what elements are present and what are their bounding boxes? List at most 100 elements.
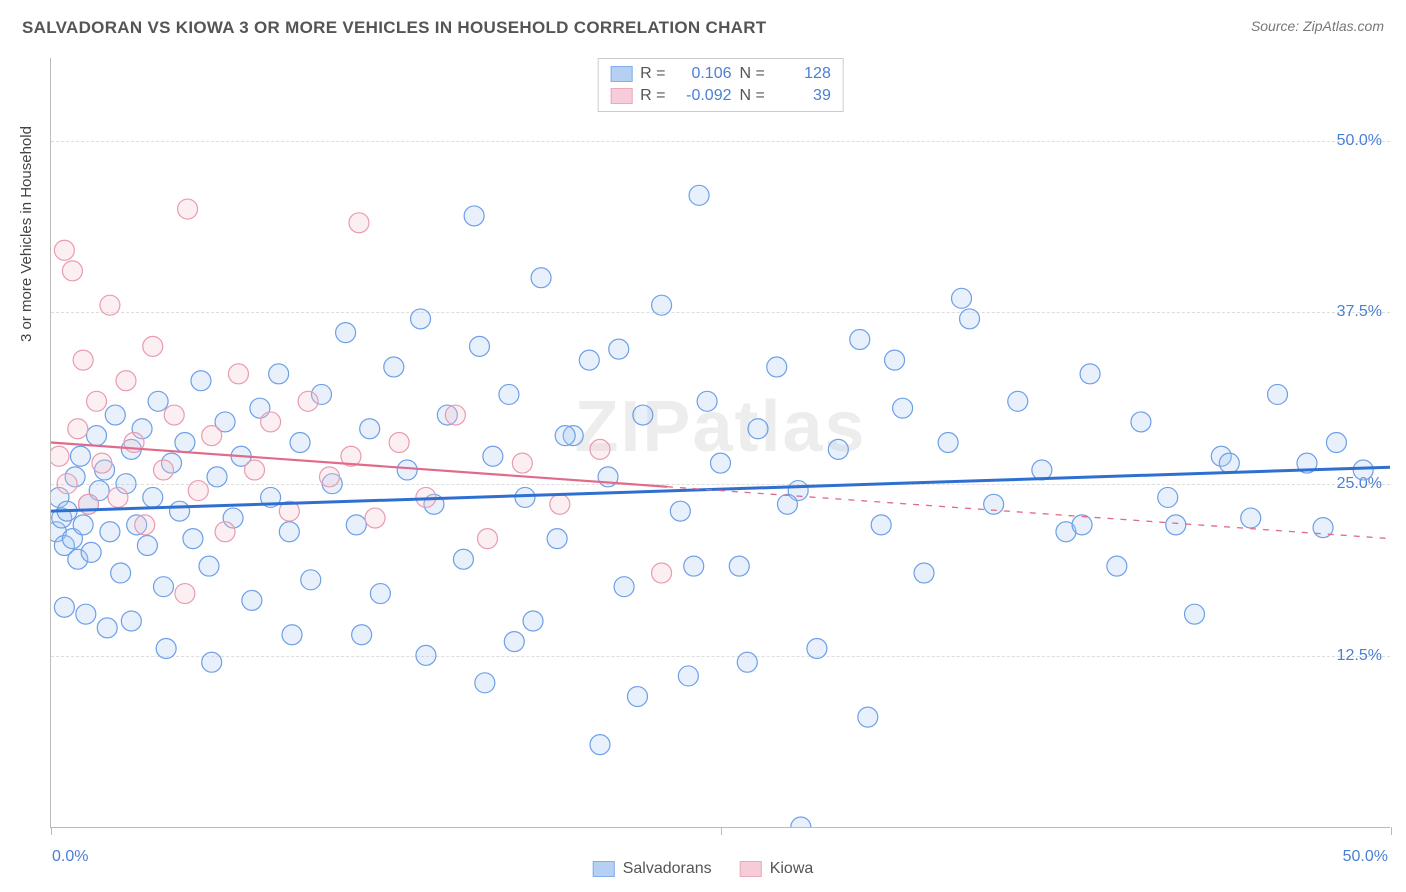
data-point — [269, 364, 289, 384]
data-point — [1241, 508, 1261, 528]
data-point — [346, 515, 366, 535]
data-point — [70, 446, 90, 466]
data-point — [207, 467, 227, 487]
data-point — [1158, 487, 1178, 507]
data-point — [791, 817, 811, 827]
data-point — [202, 652, 222, 672]
data-point — [633, 405, 653, 425]
source-credit: Source: ZipAtlas.com — [1251, 18, 1384, 34]
swatch-kiowa-icon — [740, 861, 762, 877]
data-point — [81, 542, 101, 562]
x-tick — [721, 827, 722, 835]
chart-plot-area: R = 0.106 N = 128 R = -0.092 N = 39 ZIPa… — [50, 58, 1390, 828]
data-point — [984, 494, 1004, 514]
data-point — [97, 618, 117, 638]
data-point — [389, 433, 409, 453]
data-point — [453, 549, 473, 569]
n-value-kiowa: 39 — [773, 87, 831, 105]
data-point — [1008, 391, 1028, 411]
data-point — [282, 625, 302, 645]
data-point — [178, 199, 198, 219]
data-point — [105, 405, 125, 425]
data-point — [652, 295, 672, 315]
legend-correlation-box: R = 0.106 N = 128 R = -0.092 N = 39 — [597, 58, 844, 112]
data-point — [684, 556, 704, 576]
data-point — [1080, 364, 1100, 384]
n-value-salvadorans: 128 — [773, 65, 831, 83]
data-point — [87, 426, 107, 446]
data-point — [499, 384, 519, 404]
data-point — [87, 391, 107, 411]
data-point — [164, 405, 184, 425]
data-point — [135, 515, 155, 535]
data-point — [153, 577, 173, 597]
data-point — [670, 501, 690, 521]
data-point — [370, 584, 390, 604]
data-point — [1185, 604, 1205, 624]
data-point — [360, 419, 380, 439]
data-point — [215, 522, 235, 542]
data-point — [1268, 384, 1288, 404]
data-point — [57, 474, 77, 494]
data-point — [952, 288, 972, 308]
data-point — [678, 666, 698, 686]
data-point — [170, 501, 190, 521]
data-point — [748, 419, 768, 439]
data-point — [416, 645, 436, 665]
x-tick-min: 0.0% — [52, 848, 88, 866]
data-point — [777, 494, 797, 514]
data-point — [199, 556, 219, 576]
data-point — [279, 522, 299, 542]
data-point — [523, 611, 543, 631]
data-point — [547, 529, 567, 549]
data-point — [1107, 556, 1127, 576]
data-point — [807, 638, 827, 658]
regression-line-solid — [51, 443, 667, 487]
data-point — [100, 295, 120, 315]
legend-item-kiowa: Kiowa — [740, 860, 814, 878]
data-point — [397, 460, 417, 480]
data-point — [1353, 460, 1373, 480]
data-point — [336, 323, 356, 343]
data-point — [737, 652, 757, 672]
x-tick — [51, 827, 52, 835]
n-label: N = — [740, 87, 765, 105]
data-point — [590, 439, 610, 459]
data-point — [512, 453, 532, 473]
data-point — [478, 529, 498, 549]
data-point — [858, 707, 878, 727]
scatter-svg — [51, 58, 1390, 827]
data-point — [156, 638, 176, 658]
data-point — [893, 398, 913, 418]
swatch-kiowa-icon — [610, 88, 632, 104]
data-point — [116, 371, 136, 391]
data-point — [515, 487, 535, 507]
data-point — [175, 433, 195, 453]
data-point — [614, 577, 634, 597]
data-point — [531, 268, 551, 288]
r-label: R = — [640, 65, 665, 83]
data-point — [445, 405, 465, 425]
legend-series: Salvadorans Kiowa — [593, 860, 814, 878]
data-point — [245, 460, 265, 480]
data-point — [153, 460, 173, 480]
data-point — [51, 446, 69, 466]
data-point — [349, 213, 369, 233]
data-point — [1219, 453, 1239, 473]
data-point — [175, 584, 195, 604]
data-point — [850, 330, 870, 350]
data-point — [1131, 412, 1151, 432]
legend-item-salvadorans: Salvadorans — [593, 860, 712, 878]
data-point — [228, 364, 248, 384]
data-point — [711, 453, 731, 473]
data-point — [828, 439, 848, 459]
data-point — [464, 206, 484, 226]
r-value-kiowa: -0.092 — [674, 87, 732, 105]
data-point — [100, 522, 120, 542]
data-point — [609, 339, 629, 359]
data-point — [298, 391, 318, 411]
data-point — [885, 350, 905, 370]
data-point — [320, 467, 340, 487]
data-point — [627, 687, 647, 707]
data-point — [767, 357, 787, 377]
